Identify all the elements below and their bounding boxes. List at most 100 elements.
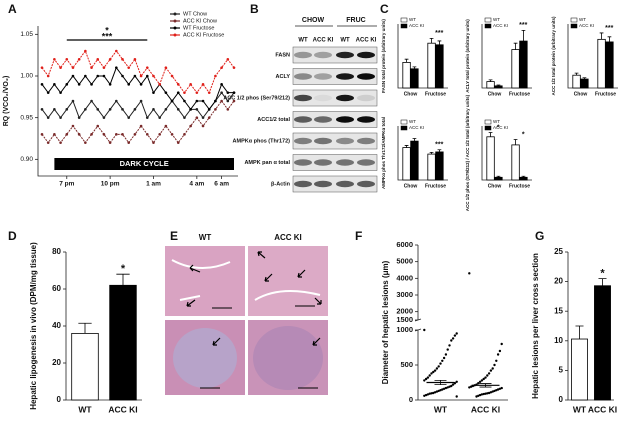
x-tick-label: ACC KI: [108, 404, 137, 414]
series-marker: [96, 108, 100, 111]
series-marker: [108, 58, 112, 61]
series-marker: [176, 108, 180, 111]
error-bar: [575, 325, 584, 340]
series-marker: [170, 99, 174, 103]
series-marker: [84, 108, 87, 111]
data-point: [432, 370, 435, 374]
blot-row-label: β-Actin: [271, 181, 291, 187]
y-axis-label: Hepatic lipogenesis in vivo (DPM/mg tiss…: [29, 242, 38, 410]
y-tick-label: 3000: [396, 290, 413, 299]
blot-band: [336, 116, 354, 123]
series-marker: [145, 133, 149, 136]
series-line: [41, 100, 235, 144]
data-point: [475, 395, 478, 398]
series-marker: [65, 58, 69, 61]
bar: [402, 147, 411, 181]
bar: [71, 332, 99, 401]
y-tick-label: 6000: [396, 240, 413, 249]
blot-band: [294, 51, 312, 59]
blot-group: CHOW: [302, 17, 325, 24]
legend-swatch: [484, 119, 492, 125]
tissue-image: [165, 246, 245, 316]
x-tick-label: ACC KI: [471, 404, 500, 414]
y-axis-label: ACLY total protein (arbitrary units): [465, 19, 470, 93]
data-point: [477, 394, 480, 397]
panel-letter: E: [170, 229, 178, 243]
panel-letter: C: [380, 2, 389, 16]
x-tick-label: 10 pm: [101, 181, 120, 188]
data-point: [435, 390, 439, 393]
series-marker: [96, 74, 100, 78]
panel-letter: G: [535, 229, 544, 243]
series-marker: [183, 99, 186, 103]
series-marker: [152, 141, 155, 144]
band-label: DARK CYCLE: [120, 159, 169, 168]
blot-band: [314, 159, 332, 166]
series-marker: [108, 141, 112, 144]
blot-band: [294, 116, 312, 123]
legend-label: WT: [493, 119, 500, 124]
legend-marker: [173, 19, 177, 23]
data-point: [423, 379, 426, 382]
blot-band: [336, 94, 354, 102]
x-tick-label: Fructose: [425, 183, 446, 189]
series-marker: [226, 99, 230, 103]
error-bar: [412, 138, 417, 142]
error-bar: [404, 145, 409, 148]
x-tick-label: 1 am: [146, 181, 161, 188]
x-tick-label: Fructose: [595, 91, 616, 97]
annotation: ***: [435, 142, 443, 149]
series-marker: [214, 108, 217, 111]
data-point: [444, 353, 448, 356]
series-marker: [71, 66, 75, 69]
blot-band: [357, 51, 375, 59]
data-point: [428, 374, 431, 377]
error-bar: [488, 132, 493, 137]
series-marker: [195, 108, 199, 111]
legend-marker: [173, 33, 177, 37]
data-point: [495, 389, 498, 392]
error-bar: [513, 139, 518, 145]
data-point: [442, 387, 446, 390]
x-tick-label: Chow: [404, 183, 418, 189]
y-tick-label: 1000: [396, 325, 413, 334]
error-bar: [404, 58, 409, 63]
data-point: [451, 383, 455, 386]
blot-band: [336, 73, 354, 80]
arrows: [186, 251, 322, 346]
series-marker: [145, 116, 149, 119]
y-axis-label: FASN total protein (arbitrary units): [381, 19, 386, 93]
series-marker: [145, 74, 149, 78]
series-marker: [176, 83, 180, 86]
data-point: [441, 359, 444, 362]
legend-label: ACC KI: [409, 125, 424, 130]
bar: [511, 49, 520, 89]
blot-row-label: ACC1/2 total: [257, 117, 290, 123]
series-marker: [195, 99, 199, 103]
y-tick-label: 10: [554, 336, 563, 345]
data-point: [468, 386, 471, 389]
data-point: [433, 369, 437, 372]
blot-row-label: ACLY: [276, 74, 291, 80]
series-marker: [77, 83, 81, 86]
series-marker: [170, 74, 174, 78]
legend-swatch: [400, 17, 408, 23]
blot-strip: [292, 68, 378, 85]
blot-strip: [292, 46, 378, 64]
blot-band: [314, 137, 332, 145]
data-point: [428, 392, 431, 395]
error-bar: [488, 79, 493, 82]
annotation: ***: [102, 31, 113, 41]
series-marker: [139, 74, 143, 78]
blot-band: [294, 137, 312, 145]
y-tick-label: 80: [52, 247, 61, 256]
series-marker: [115, 49, 118, 53]
x-tick-label: Chow: [574, 91, 588, 97]
blot-band: [294, 159, 312, 166]
series-marker: [189, 83, 192, 86]
series-marker: [207, 108, 211, 111]
series-marker: [59, 66, 62, 69]
legend-swatch: [570, 17, 578, 23]
panel-letter: D: [8, 229, 17, 243]
